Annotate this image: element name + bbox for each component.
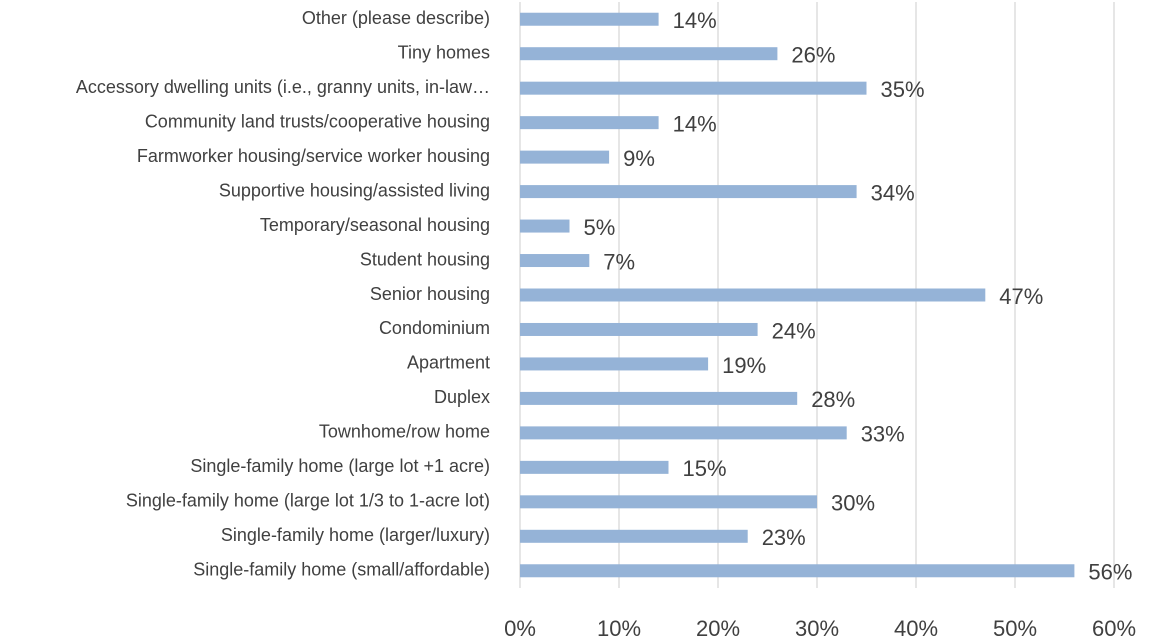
x-tick-label: 40% [894, 616, 938, 641]
data-label: 30% [831, 491, 875, 516]
y-tick-label: Accessory dwelling units (i.e., granny u… [76, 77, 490, 97]
y-tick-label: Single-family home (large lot +1 acre) [190, 456, 490, 476]
x-tick-label: 50% [993, 616, 1037, 641]
y-tick-label: Student housing [360, 249, 490, 269]
data-label: 14% [673, 111, 717, 136]
y-tick-label: Farmworker housing/service worker housin… [137, 146, 490, 166]
y-tick-label: Supportive housing/assisted living [219, 180, 490, 200]
data-label: 26% [791, 43, 835, 68]
x-tick-label: 30% [795, 616, 839, 641]
data-label: 35% [881, 77, 925, 102]
bar [520, 322, 758, 336]
y-tick-label: Senior housing [370, 284, 490, 304]
data-label: 33% [861, 422, 905, 447]
y-tick-label: Temporary/seasonal housing [260, 215, 490, 235]
data-label: 34% [871, 180, 915, 205]
bar [520, 81, 867, 95]
bar [520, 47, 778, 61]
y-tick-label: Community land trusts/cooperative housin… [145, 111, 490, 131]
data-label: 19% [722, 353, 766, 378]
data-label: 15% [683, 456, 727, 481]
x-tick-label: 60% [1092, 616, 1136, 641]
bar [520, 564, 1075, 578]
data-label: 47% [999, 284, 1043, 309]
bar [520, 12, 659, 26]
bar [520, 495, 817, 509]
y-tick-label: Duplex [434, 387, 490, 407]
data-label: 14% [673, 8, 717, 33]
y-tick-label: Tiny homes [398, 42, 490, 62]
data-label: 24% [772, 318, 816, 343]
y-tick-label: Apartment [407, 353, 490, 373]
data-label: 9% [623, 146, 655, 171]
bar [520, 254, 590, 268]
bar [520, 116, 659, 130]
bar [520, 288, 986, 302]
bar [520, 219, 570, 233]
bar [520, 460, 669, 474]
data-label: 23% [762, 525, 806, 550]
x-tick-label: 0% [504, 616, 536, 641]
y-tick-label: Single-family home (small/affordable) [193, 560, 490, 580]
bar [520, 185, 857, 199]
data-label: 7% [603, 249, 635, 274]
bar [520, 529, 748, 543]
data-label: 28% [811, 387, 855, 412]
bar [520, 391, 798, 405]
y-tick-label: Townhome/row home [319, 422, 490, 442]
y-tick-label: Other (please describe) [302, 8, 490, 28]
x-tick-label: 10% [597, 616, 641, 641]
bar [520, 150, 610, 164]
y-tick-label: Single-family home (large lot 1/3 to 1-a… [126, 491, 490, 511]
y-tick-label: Condominium [379, 318, 490, 338]
y-tick-label: Single-family home (larger/luxury) [221, 525, 490, 545]
data-label: 5% [584, 215, 616, 240]
bar [520, 426, 847, 440]
x-tick-label: 20% [696, 616, 740, 641]
bar [520, 357, 709, 371]
data-label: 56% [1088, 560, 1132, 585]
